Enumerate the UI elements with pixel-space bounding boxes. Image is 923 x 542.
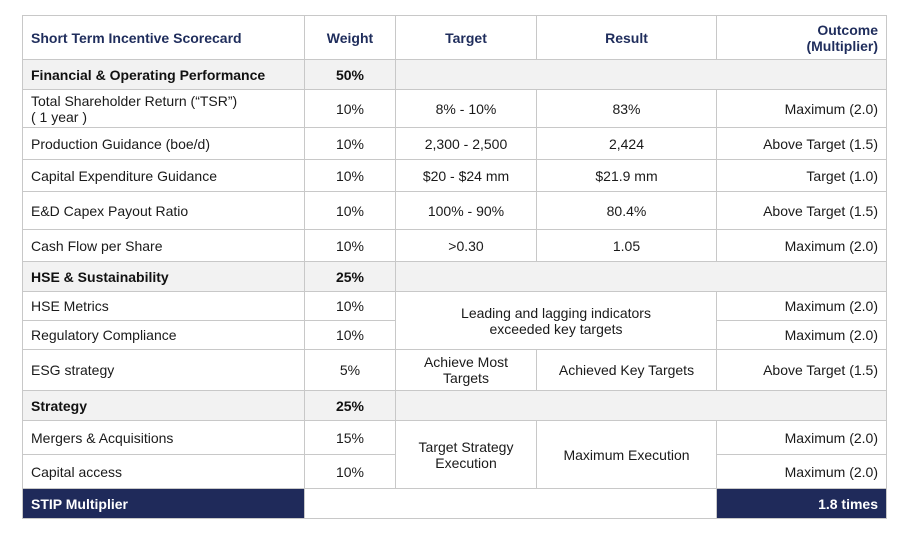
row-outcome: Maximum (2.0) (716, 89, 887, 128)
row-outcome: Above Target (1.5) (716, 127, 887, 160)
section-weight: 25% (304, 261, 396, 292)
row-outcome: Above Target (1.5) (716, 349, 887, 391)
header-weight: Weight (304, 15, 396, 60)
table-row-tsr: Total Shareholder Return (“TSR”)( 1 year… (22, 89, 887, 128)
row-label: Capital Expenditure Guidance (22, 159, 305, 192)
row-weight: 5% (304, 349, 396, 391)
row-target: >0.30 (395, 229, 537, 262)
section-blank (395, 59, 887, 90)
row-weight: 10% (304, 191, 396, 230)
section-label: Strategy (22, 390, 305, 421)
section-label: Financial & Operating Performance (22, 59, 305, 90)
row-weight: 10% (304, 89, 396, 128)
footer-label: STIP Multiplier (22, 488, 305, 519)
row-label: HSE Metrics (22, 291, 305, 321)
row-label: ESG strategy (22, 349, 305, 391)
row-outcome: Maximum (2.0) (716, 320, 887, 350)
row-outcome: Maximum (2.0) (716, 229, 887, 262)
table-row-esg: ESG strategy 5% Achieve Most Targets Achi… (22, 349, 887, 391)
row-label: Total Shareholder Return (“TSR”)( 1 year… (22, 89, 305, 128)
table-row-production: Production Guidance (boe/d) 10% 2,300 - … (22, 127, 887, 160)
table-row-capex: Capital Expenditure Guidance 10% $20 - $… (22, 159, 887, 192)
row-label: Cash Flow per Share (22, 229, 305, 262)
section-weight: 50% (304, 59, 396, 90)
row-result: 2,424 (536, 127, 717, 160)
row-label-line2: ( 1 year ) (31, 108, 88, 125)
footer-blank (304, 488, 717, 519)
section-label: HSE & Sustainability (22, 261, 305, 292)
row-outcome: Maximum (2.0) (716, 291, 887, 321)
section-row-financial: Financial & Operating Performance 50% (22, 59, 887, 90)
row-weight: 10% (304, 229, 396, 262)
row-target-line1: Achieve Most (423, 354, 509, 370)
table-row-payout: E&D Capex Payout Ratio 10% 100% - 90% 80… (22, 191, 887, 230)
table-row-regulatory: Regulatory Compliance 10% Maximum (2.0) (22, 320, 887, 350)
hse-merged-target-result: Leading and lagging indicators exceeded k… (395, 291, 717, 350)
row-result: $21.9 mm (536, 159, 717, 192)
header-outcome: Outcome (Multiplier) (716, 15, 887, 60)
row-label: Mergers & Acquisitions (22, 420, 305, 455)
row-weight: 10% (304, 127, 396, 160)
row-target: $20 - $24 mm (395, 159, 537, 192)
table-row-cashflow: Cash Flow per Share 10% >0.30 1.05 Maxim… (22, 229, 887, 262)
row-label: Regulatory Compliance (22, 320, 305, 350)
header-result: Result (536, 15, 717, 60)
row-label: E&D Capex Payout Ratio (22, 191, 305, 230)
hse-merged-line2: exceeded key targets (489, 320, 623, 337)
strategy-target-line1: Target Strategy (418, 438, 514, 455)
strategy-merged-result: Maximum Execution (536, 420, 717, 489)
row-target: 100% - 90% (395, 191, 537, 230)
row-weight: 10% (304, 159, 396, 192)
row-weight: 10% (304, 291, 396, 321)
row-result: Achieved Key Targets (536, 349, 717, 391)
table-row-capital-access: Capital access 10% Maximum (2.0) (22, 454, 887, 489)
section-row-strategy: Strategy 25% (22, 390, 887, 421)
row-label: Production Guidance (boe/d) (22, 127, 305, 160)
row-outcome: Target (1.0) (716, 159, 887, 192)
row-target: Achieve Most Targets (395, 349, 537, 391)
row-label-line1: Total Shareholder Return (“TSR”) (31, 92, 238, 109)
row-weight: 15% (304, 420, 396, 455)
section-weight: 25% (304, 390, 396, 421)
row-label: Capital access (22, 454, 305, 489)
header-outcome-line2: (Multiplier) (806, 37, 878, 54)
row-outcome: Maximum (2.0) (716, 454, 887, 489)
section-row-hse: HSE & Sustainability 25% (22, 261, 887, 292)
row-weight: 10% (304, 454, 396, 489)
header-row: Short Term Incentive Scorecard Weight Ta… (22, 15, 887, 60)
strategy-merged-target: Target Strategy Execution (395, 420, 537, 489)
row-result: 80.4% (536, 191, 717, 230)
table-row-hse-metrics: HSE Metrics 10% Leading and lagging indi… (22, 291, 887, 350)
row-outcome: Maximum (2.0) (716, 420, 887, 455)
row-result: 1.05 (536, 229, 717, 262)
footer-row: STIP Multiplier 1.8 times (22, 488, 887, 519)
row-weight: 10% (304, 320, 396, 350)
hse-merged-line1: Leading and lagging indicators (461, 304, 651, 321)
row-target-line2: Targets (443, 370, 489, 386)
table-row-mergers: Mergers & Acquisitions 15% Target Strate… (22, 420, 887, 489)
incentive-scorecard-table: Short Term Incentive Scorecard Weight Ta… (22, 15, 887, 519)
section-blank (395, 390, 887, 421)
row-target: 8% - 10% (395, 89, 537, 128)
header-target: Target (395, 15, 537, 60)
strategy-target-line2: Execution (435, 454, 497, 471)
footer-value: 1.8 times (716, 488, 887, 519)
row-result: 83% (536, 89, 717, 128)
section-blank (395, 261, 887, 292)
header-outcome-line1: Outcome (817, 21, 878, 38)
row-target: 2,300 - 2,500 (395, 127, 537, 160)
header-scorecard: Short Term Incentive Scorecard (22, 15, 305, 60)
row-outcome: Above Target (1.5) (716, 191, 887, 230)
